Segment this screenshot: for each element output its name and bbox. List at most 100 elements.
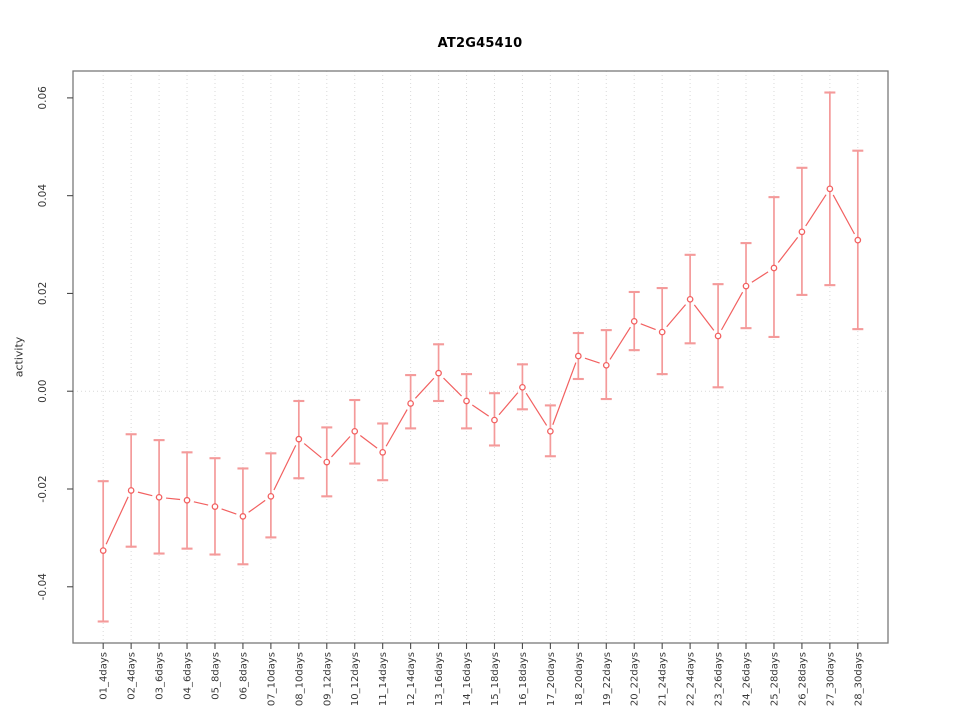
data-point bbox=[602, 361, 610, 369]
x-tick-label: 25_28days bbox=[769, 652, 780, 706]
data-point bbox=[379, 448, 387, 456]
data-point bbox=[99, 547, 107, 554]
x-tick-label: 26_28days bbox=[797, 652, 808, 706]
data-point bbox=[770, 264, 778, 272]
data-point bbox=[491, 416, 498, 424]
x-tick-label: 22_24days bbox=[686, 652, 697, 706]
series-segment bbox=[609, 326, 631, 360]
series-segment bbox=[471, 404, 490, 417]
x-tick-label: 27_30days bbox=[825, 652, 836, 706]
x-tick-label: 06_8days bbox=[238, 652, 249, 700]
series-segment bbox=[584, 357, 600, 364]
series-segment bbox=[273, 445, 297, 491]
x-tick-label: 24_26days bbox=[742, 652, 753, 706]
x-tick-label: 13_16days bbox=[434, 652, 445, 706]
error-bars bbox=[97, 91, 864, 623]
chart-title: AT2G45410 bbox=[437, 36, 523, 51]
x-tick-label: 21_24days bbox=[658, 652, 669, 706]
series-segment bbox=[552, 362, 577, 425]
series-segment bbox=[193, 501, 209, 506]
y-tick-label: -0.02 bbox=[37, 475, 49, 502]
x-tick-label: 19_22days bbox=[602, 652, 613, 706]
series-segment bbox=[165, 497, 181, 501]
data-point bbox=[127, 487, 135, 494]
series-segment bbox=[137, 491, 153, 497]
data-point bbox=[435, 369, 442, 377]
x-tick-label: 20_22days bbox=[630, 652, 641, 706]
x-tick-label: 12_14days bbox=[406, 652, 417, 706]
data-point bbox=[295, 435, 303, 443]
series-segment bbox=[693, 304, 715, 331]
series-segment bbox=[525, 392, 548, 426]
x-tick-label: 05_8days bbox=[210, 652, 221, 700]
series-segment bbox=[303, 443, 322, 459]
x-tick-label: 14_16days bbox=[462, 652, 473, 706]
data-point bbox=[574, 352, 582, 360]
x-tick-label: 23_26days bbox=[714, 652, 725, 706]
data-point bbox=[183, 496, 191, 504]
series-segment bbox=[498, 392, 519, 416]
data-point bbox=[798, 228, 806, 236]
data-point bbox=[519, 383, 526, 391]
x-tick-label: 15_18days bbox=[490, 652, 501, 706]
x-tick-label: 04_6days bbox=[183, 652, 194, 700]
series-segment bbox=[414, 377, 435, 399]
data-point bbox=[239, 513, 247, 520]
series-segment bbox=[443, 377, 462, 397]
data-point bbox=[658, 328, 666, 336]
y-tick-label: 0.00 bbox=[37, 380, 49, 403]
series-segment bbox=[832, 194, 855, 235]
y-tick-label: 0.06 bbox=[37, 86, 49, 110]
y-tick-label: 0.04 bbox=[37, 184, 49, 208]
series-segment bbox=[751, 271, 769, 283]
data-point bbox=[826, 185, 834, 193]
series-segment bbox=[720, 291, 744, 331]
series-segment bbox=[331, 436, 351, 458]
data-point bbox=[155, 493, 163, 501]
plot-border bbox=[72, 70, 889, 644]
series-segment bbox=[640, 323, 656, 331]
data-point bbox=[630, 317, 638, 325]
series-segment bbox=[805, 194, 827, 227]
y-tick-labels: -0.04 -0.02 0.00 0.02 0.04 0.06 bbox=[37, 86, 49, 600]
series-segment bbox=[248, 499, 266, 513]
data-point bbox=[267, 492, 275, 500]
data-point bbox=[686, 295, 694, 303]
data-point bbox=[463, 397, 470, 405]
x-tick-label: 10_12days bbox=[350, 652, 361, 706]
gridlines bbox=[102, 71, 859, 643]
axis-ticks bbox=[67, 97, 859, 649]
data-point bbox=[854, 236, 862, 244]
data-point bbox=[407, 400, 414, 407]
x-tick-label: 07_10days bbox=[266, 652, 277, 706]
series-segment bbox=[105, 496, 129, 545]
x-tick-label: 17_20days bbox=[546, 652, 557, 706]
data-point bbox=[211, 503, 219, 510]
x-tick-label: 02_4days bbox=[127, 652, 138, 700]
x-tick-label: 28_30days bbox=[853, 652, 864, 706]
y-tick-label: 0.02 bbox=[37, 282, 49, 305]
series-segment bbox=[666, 304, 687, 328]
data-point bbox=[714, 332, 722, 340]
data-point bbox=[351, 427, 359, 435]
series-segment bbox=[385, 409, 408, 447]
data-point bbox=[547, 427, 554, 435]
x-tick-label: 01_4days bbox=[99, 652, 110, 700]
x-tick-labels: 01_4days 02_4days 03_6days 04_6days 05_8days… bbox=[99, 652, 865, 706]
x-tick-label: 03_6days bbox=[155, 652, 166, 700]
x-tick-label: 08_10days bbox=[294, 652, 305, 706]
series-segment bbox=[359, 435, 378, 449]
x-tick-label: 11_14days bbox=[378, 652, 389, 706]
data-point bbox=[323, 458, 331, 466]
series-segment bbox=[777, 237, 799, 263]
data-points bbox=[99, 185, 862, 554]
series-line bbox=[105, 194, 855, 545]
series-segment bbox=[221, 508, 237, 515]
x-tick-label: 09_12days bbox=[322, 652, 333, 706]
x-tick-label: 16_18days bbox=[518, 652, 529, 706]
x-tick-label: 18_20days bbox=[574, 652, 585, 706]
data-point bbox=[742, 282, 750, 290]
y-tick-label: -0.04 bbox=[37, 573, 49, 600]
